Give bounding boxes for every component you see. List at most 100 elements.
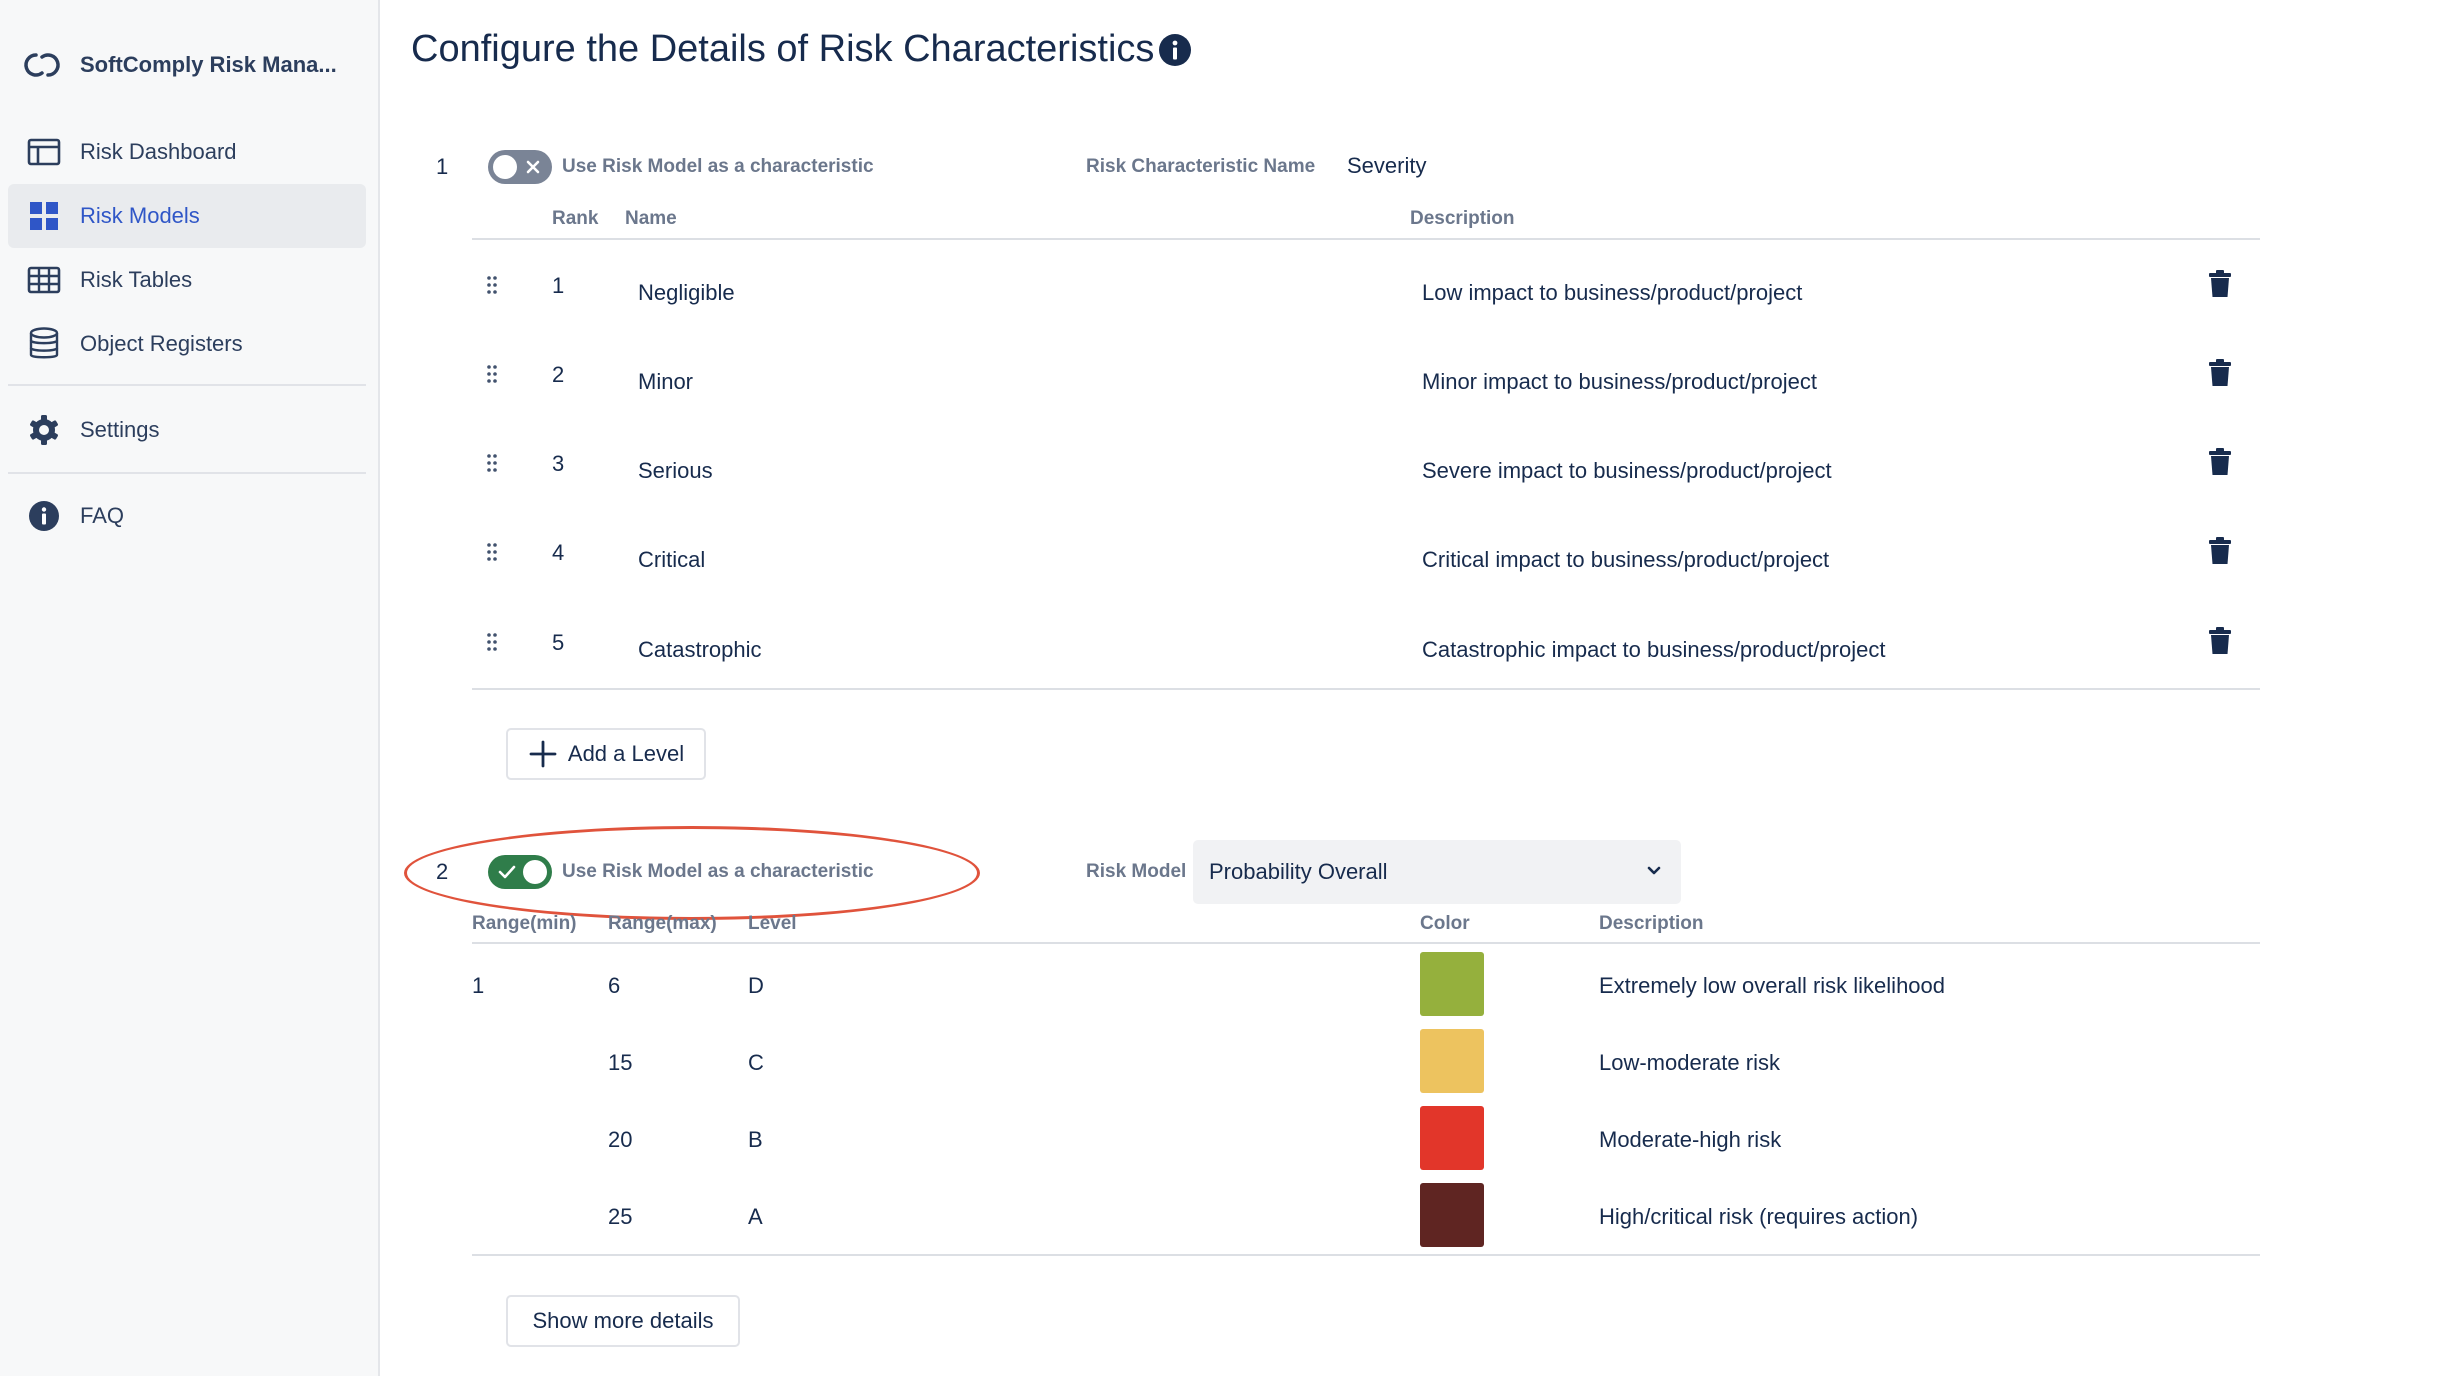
- sidebar-item-label: Risk Models: [80, 203, 200, 228]
- table-footer-divider: [472, 688, 2260, 690]
- sidebar-item-label: Risk Tables: [80, 267, 193, 292]
- description-cell[interactable]: Extremely low overall risk likelihood: [1599, 973, 1946, 998]
- column-header-range-min: Range(min): [472, 913, 577, 934]
- column-header-rank: Rank: [552, 208, 599, 229]
- characteristic-number: 1: [436, 154, 449, 179]
- use-risk-model-toggle[interactable]: [488, 150, 552, 184]
- description-cell[interactable]: Severe impact to business/product/projec…: [1422, 458, 1832, 483]
- color-swatch[interactable]: [1420, 1183, 1484, 1247]
- sidebar-divider: [8, 384, 366, 386]
- color-swatch[interactable]: [1420, 952, 1484, 1016]
- sidebar-item-risk-tables[interactable]: Risk Tables: [8, 248, 366, 312]
- risk-characteristic-name-value[interactable]: Severity: [1347, 153, 1427, 178]
- description-cell[interactable]: Low-moderate risk: [1599, 1050, 1780, 1075]
- plus-icon: [529, 740, 557, 768]
- toggle-label: Use Risk Model as a characteristic: [562, 861, 874, 882]
- page-title-text: Configure the Details of Risk Characteri…: [411, 28, 1155, 70]
- color-swatch[interactable]: [1420, 1106, 1484, 1170]
- column-header-level: Level: [748, 913, 797, 934]
- column-header-description: Description: [1410, 208, 1515, 229]
- sidebar-item-settings[interactable]: Settings: [8, 398, 366, 462]
- range-max-cell[interactable]: 15: [608, 1050, 633, 1075]
- page-title: Configure the Details of Risk Characteri…: [411, 28, 1192, 71]
- range-min-cell[interactable]: 1: [472, 973, 485, 998]
- sidebar-item-faq[interactable]: FAQ: [8, 484, 366, 548]
- sidebar: SoftComply Risk Mana... Risk Dashboard R…: [0, 0, 380, 1376]
- toggle-knob: [523, 860, 547, 884]
- column-header-range-max: Range(max): [608, 913, 717, 934]
- grid-icon: [26, 198, 62, 234]
- sidebar-item-label: FAQ: [80, 503, 125, 528]
- main-content: Configure the Details of Risk Characteri…: [380, 0, 2462, 1376]
- drag-handle-icon[interactable]: [484, 452, 500, 474]
- name-cell[interactable]: Negligible: [638, 280, 735, 305]
- table-header-divider: [472, 238, 2260, 240]
- brand[interactable]: SoftComply Risk Mana...: [22, 44, 337, 86]
- description-cell[interactable]: Minor impact to business/product/project: [1422, 369, 1817, 394]
- description-cell[interactable]: High/critical risk (requires action): [1599, 1204, 1919, 1229]
- description-cell[interactable]: Critical impact to business/product/proj…: [1422, 547, 1830, 572]
- drag-handle-icon[interactable]: [484, 274, 500, 296]
- trash-icon[interactable]: [2206, 626, 2234, 656]
- chevron-down-icon: [1647, 866, 1661, 875]
- rank-cell: 1: [552, 273, 565, 298]
- level-cell[interactable]: C: [748, 1050, 764, 1075]
- risk-model-selected-value: Probability Overall: [1209, 859, 1388, 884]
- trash-icon[interactable]: [2206, 358, 2234, 388]
- table-header-divider: [472, 942, 2260, 944]
- name-cell[interactable]: Serious: [638, 458, 713, 483]
- name-cell[interactable]: Critical: [638, 547, 706, 572]
- rank-cell: 2: [552, 362, 565, 387]
- add-level-label: Add a Level: [567, 741, 685, 766]
- drag-handle-icon[interactable]: [484, 541, 500, 563]
- trash-icon[interactable]: [2206, 536, 2234, 566]
- range-max-cell[interactable]: 25: [608, 1204, 633, 1229]
- risk-model-select[interactable]: Probability Overall: [1193, 840, 1681, 904]
- name-cell[interactable]: Catastrophic: [638, 637, 762, 662]
- sidebar-item-label: Settings: [80, 417, 160, 442]
- description-cell[interactable]: Low impact to business/product/project: [1422, 280, 1803, 305]
- level-cell[interactable]: A: [748, 1204, 763, 1229]
- rank-cell: 3: [552, 451, 565, 476]
- toggle-knob: [493, 155, 517, 179]
- table-footer-divider: [472, 1254, 2260, 1256]
- color-swatch[interactable]: [1420, 1029, 1484, 1093]
- highlight-ellipse: [404, 826, 980, 920]
- range-max-cell[interactable]: 20: [608, 1127, 633, 1152]
- use-risk-model-toggle[interactable]: [488, 855, 552, 889]
- toggle-label: Use Risk Model as a characteristic: [562, 156, 874, 177]
- column-header-name: Name: [625, 208, 677, 229]
- sidebar-item-label: Object Registers: [80, 331, 243, 356]
- database-icon: [26, 326, 62, 362]
- check-icon: [498, 865, 516, 879]
- add-level-button[interactable]: Add a Level: [506, 728, 706, 780]
- name-cell[interactable]: Minor: [638, 369, 694, 394]
- level-cell[interactable]: D: [748, 973, 764, 998]
- trash-icon[interactable]: [2206, 447, 2234, 477]
- show-more-details-label: Show more details: [532, 1308, 714, 1333]
- risk-characteristic-name-label: Risk Characteristic Name: [1086, 156, 1316, 177]
- show-more-details-button[interactable]: Show more details: [506, 1295, 740, 1347]
- description-cell[interactable]: Moderate-high risk: [1599, 1127, 1782, 1152]
- rank-cell: 5: [552, 630, 565, 655]
- info-icon[interactable]: [1158, 33, 1192, 67]
- close-icon: [526, 160, 540, 174]
- info-icon: [26, 498, 62, 534]
- range-max-cell[interactable]: 6: [608, 973, 621, 998]
- sidebar-item-label: Risk Dashboard: [80, 139, 237, 164]
- gear-icon: [26, 412, 62, 448]
- level-cell[interactable]: B: [748, 1127, 763, 1152]
- sidebar-item-object-registers[interactable]: Object Registers: [8, 312, 366, 376]
- softcomply-logo-icon: [24, 53, 60, 77]
- column-header-color: Color: [1420, 913, 1470, 934]
- sidebar-item-risk-dashboard[interactable]: Risk Dashboard: [8, 120, 366, 184]
- drag-handle-icon[interactable]: [484, 631, 500, 653]
- sidebar-divider: [8, 472, 366, 474]
- column-header-description: Description: [1599, 913, 1704, 934]
- app-name: SoftComply Risk Mana...: [80, 52, 337, 77]
- description-cell[interactable]: Catastrophic impact to business/product/…: [1422, 637, 1886, 662]
- trash-icon[interactable]: [2206, 269, 2234, 299]
- sidebar-item-risk-models[interactable]: Risk Models: [8, 184, 366, 248]
- drag-handle-icon[interactable]: [484, 363, 500, 385]
- table-icon: [26, 262, 62, 298]
